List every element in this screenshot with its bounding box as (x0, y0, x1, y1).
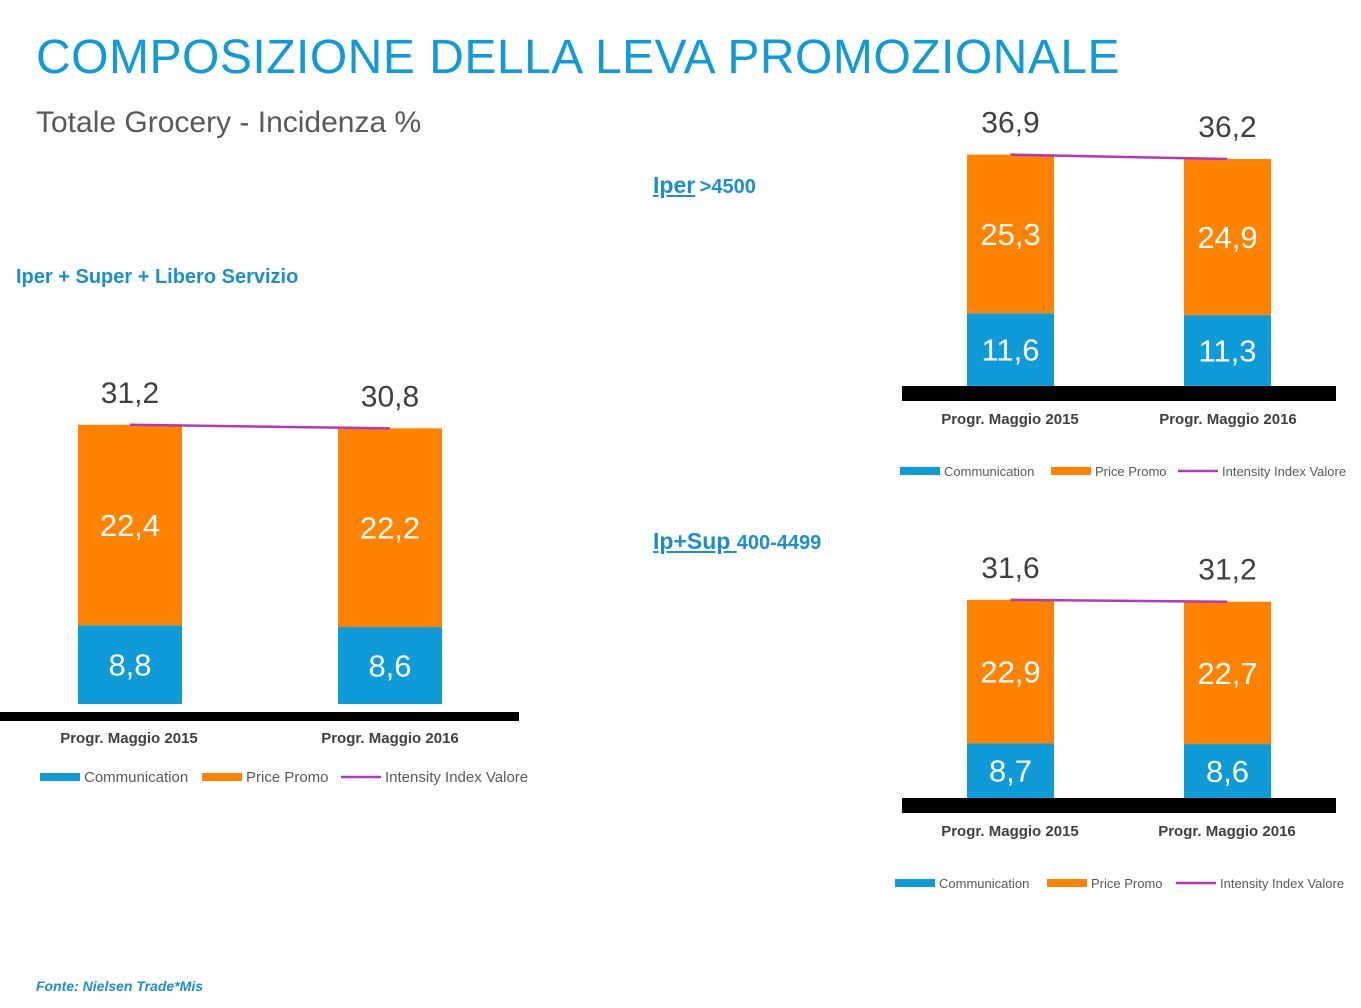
data-label-communication-2: 8,6 (368, 648, 411, 683)
legend-label-2: Price Promo (1091, 876, 1163, 891)
page-subtitle: Totale Grocery - Incidenza % (36, 106, 422, 139)
legend-swatch-2 (1051, 467, 1091, 475)
data-label-intensity-1: 31,2 (101, 377, 159, 410)
chart-main: 8,8 22,4 31,2 Progr. Maggio 2015 8,6 22,2 30,8… (0, 377, 528, 786)
data-label-communication-2: 8,6 (1206, 754, 1249, 789)
intensity-line (1010, 153, 1228, 161)
bar-price-promo-2 (1184, 601, 1271, 745)
bar-communication-1 (967, 313, 1054, 386)
bar-communication-2 (1184, 315, 1271, 386)
legend-swatch-1 (900, 467, 940, 475)
data-label-price-promo-2: 22,2 (360, 511, 420, 546)
data-label-intensity-1: 36,9 (981, 107, 1039, 140)
source-footnote: Fonte: Nielsen Trade*Mis (36, 978, 204, 994)
category-label-1: Progr. Maggio 2015 (941, 411, 1079, 428)
data-label-intensity-2: 30,8 (361, 380, 419, 413)
category-label-2: Progr. Maggio 2016 (321, 730, 459, 747)
data-label-intensity-2: 36,2 (1198, 111, 1256, 144)
section-label-main: Iper + Super + Libero Servizio (16, 266, 298, 289)
section-label-iper-name: Iper (653, 172, 696, 198)
bar-price-promo-1 (967, 599, 1054, 744)
data-label-price-promo-2: 24,9 (1197, 220, 1257, 255)
category-label-1: Progr. Maggio 2015 (60, 730, 198, 747)
legend-label-2: Price Promo (1095, 464, 1167, 479)
data-label-communication-1: 11,6 (981, 332, 1039, 367)
legend-swatch-2 (202, 773, 242, 781)
data-label-price-promo-1: 22,9 (980, 655, 1040, 690)
intensity-line (129, 423, 391, 430)
bar-communication-1 (78, 625, 182, 704)
data-label-intensity-2: 31,2 (1198, 554, 1256, 587)
legend-label-1: Communication (939, 876, 1029, 891)
legend-swatch-1 (40, 773, 80, 781)
chart-iper: 11,6 25,3 36,9 Progr. Maggio 2015 11,3 24,9 36… (900, 107, 1346, 479)
data-label-price-promo-1: 25,3 (980, 217, 1040, 252)
legend-label-3: Intensity Index Valore (1222, 464, 1346, 479)
bar-price-promo-2 (338, 428, 442, 628)
legend-label-3: Intensity Index Valore (1220, 876, 1344, 891)
bar-price-promo-1 (967, 154, 1054, 314)
x-axis (902, 386, 1336, 401)
legend-label-1: Communication (84, 769, 188, 786)
page-title: COMPOSIZIONE DELLA LEVA PROMOZIONALE (36, 31, 1121, 84)
section-label-ipsup-range: 400-4499 (736, 532, 822, 554)
section-label-iper: Iper >4500 (653, 172, 756, 199)
data-label-price-promo-2: 22,7 (1197, 656, 1257, 691)
category-label-2: Progr. Maggio 2016 (1158, 823, 1296, 840)
data-label-communication-1: 8,8 (108, 647, 151, 682)
bar-communication-2 (338, 627, 442, 704)
bar-price-promo-1 (78, 424, 182, 626)
legend-label-2: Price Promo (246, 769, 329, 786)
legend-label-1: Communication (944, 464, 1034, 479)
legend-swatch-1 (895, 879, 935, 887)
section-label-main-name: Iper + Super + Libero Servizio (16, 266, 299, 288)
bar-communication-1 (967, 743, 1054, 798)
section-label-iper-range: >4500 (699, 176, 756, 198)
x-axis (902, 798, 1336, 813)
data-label-communication-1: 8,7 (989, 754, 1032, 789)
legend-label-3: Intensity Index Valore (385, 769, 528, 786)
bar-communication-2 (1184, 744, 1271, 798)
legend-swatch-2 (1047, 879, 1087, 887)
x-axis (0, 712, 519, 721)
bar-price-promo-2 (1184, 159, 1271, 316)
section-label-ipsup: Ip+Sup 400-4499 (653, 528, 821, 555)
chart-ipsup: 8,7 22,9 31,6 Progr. Maggio 2015 8,6 22,7 31,2… (895, 552, 1344, 891)
data-label-price-promo-1: 22,4 (100, 508, 160, 543)
data-label-communication-2: 11,3 (1198, 333, 1256, 368)
category-label-2: Progr. Maggio 2016 (1159, 411, 1297, 428)
data-label-intensity-1: 31,6 (981, 552, 1039, 585)
intensity-line (1010, 598, 1228, 603)
category-label-1: Progr. Maggio 2015 (941, 823, 1079, 840)
section-label-ipsup-name: Ip+Sup (653, 528, 737, 554)
